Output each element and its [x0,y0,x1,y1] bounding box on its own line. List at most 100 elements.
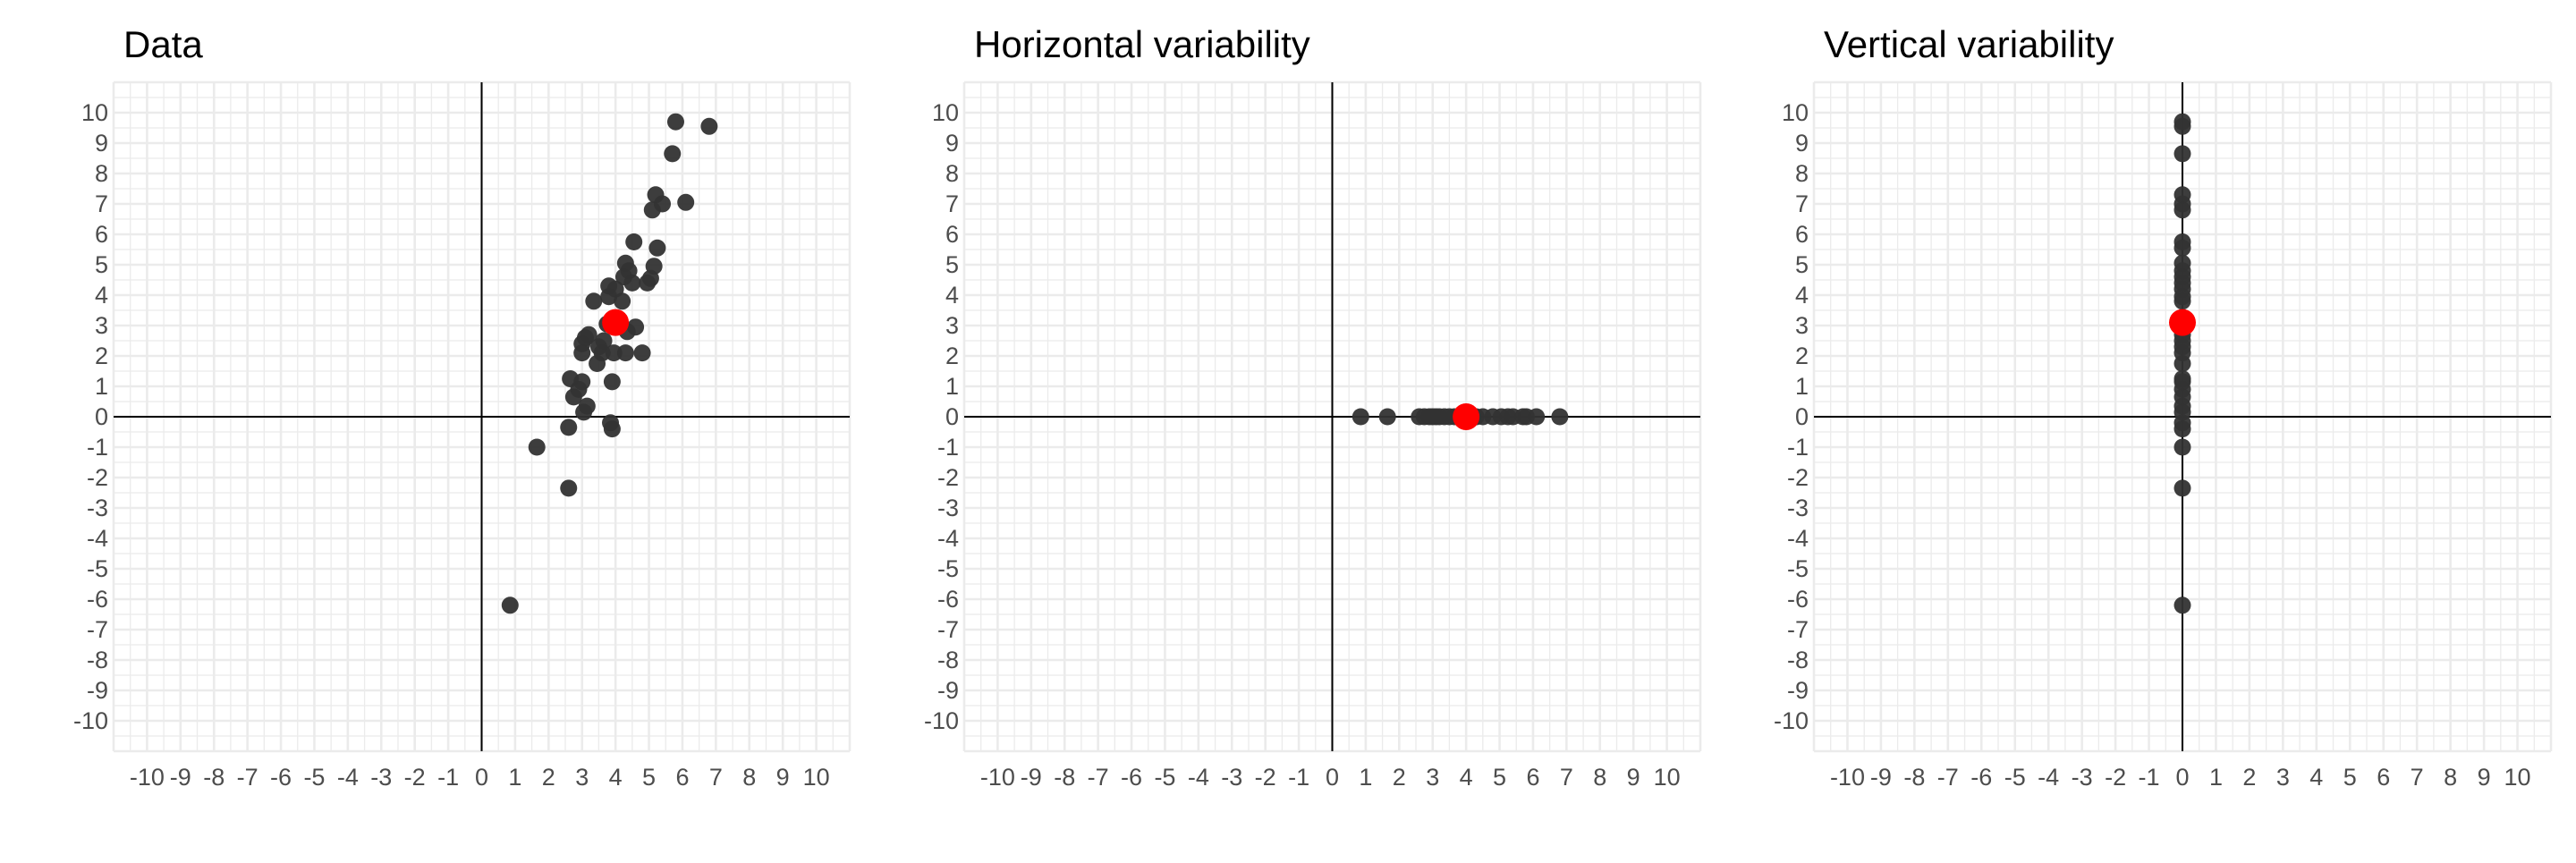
x-tick-label: 5 [1493,764,1506,791]
y-tick-label: -1 [87,434,108,461]
panel-1: -10 -9 -8 -7 -6 -5 -4 -3 -2 -1 0 1 2 3 4 5 6 7 8 9 10-10-9-8… [73,23,852,791]
x-tick-label: -7 [237,764,258,791]
data-point [1352,408,1369,426]
y-tick-label: 4 [95,282,108,309]
x-tick-label: 4 [609,764,623,791]
x-tick-label: -3 [2072,764,2093,791]
y-tick-label: -5 [1787,555,1809,582]
y-tick-label: -8 [937,647,959,673]
x-tick-label: 0 [1326,764,1339,791]
y-tick-label: 7 [95,190,108,217]
y-tick-label: -10 [73,707,108,734]
data-point [1528,408,1546,426]
data-point [605,344,623,362]
data-point [585,292,603,310]
x-tick-label: 1 [508,764,521,791]
data-point [625,233,643,250]
y-tick-label: 5 [1795,251,1809,278]
x-tick-label: 3 [1426,764,1439,791]
data-point [603,373,621,391]
y-tick-label: 9 [95,130,108,157]
y-tick-label: -3 [1787,495,1809,521]
y-tick-label: 1 [95,373,108,400]
data-point [648,239,666,257]
y-tick-label: 8 [945,160,959,187]
y-tick-label: -1 [937,434,959,461]
x-tick-label: 2 [2242,764,2256,791]
data-point [633,344,651,362]
data-point [573,373,591,391]
x-tick-label: -6 [1121,764,1142,791]
y-tick-label: 2 [1795,343,1809,369]
data-point [560,419,578,436]
y-tick-label: -6 [937,586,959,613]
x-tick-label: -6 [1970,764,1992,791]
y-tick-label: 0 [95,403,108,430]
y-tick-label: 8 [95,160,108,187]
data-point [603,420,621,438]
mean-point [2169,309,2196,336]
y-tick-label: -7 [87,616,108,643]
y-tick-label: 0 [1795,403,1809,430]
data-point [528,438,546,456]
chart-title: Data [123,23,203,65]
x-tick-label: -10 [130,764,165,791]
y-tick-label: -9 [87,677,108,704]
x-tick-label: -3 [370,764,392,791]
y-tick-label: 3 [945,312,959,339]
data-point [654,195,672,213]
data-point [677,193,695,211]
x-tick-label: 6 [675,764,689,791]
x-tick-label: 0 [2175,764,2189,791]
y-tick-label: -3 [937,495,959,521]
data-point [2174,113,2191,131]
data-point [2174,479,2191,497]
y-tick-label: 4 [1795,282,1809,309]
data-point [2174,438,2191,456]
data-point [627,318,645,336]
x-tick-label: 10 [803,764,830,791]
x-tick-label: 9 [1627,764,1640,791]
chart-title: Vertical variability [1824,23,2114,65]
x-tick-label: 8 [1593,764,1606,791]
panel-3: -10 -9 -8 -7 -6 -5 -4 -3 -2 -1 0 1 2 3 4 5 6 7 8 9 10-10-9-8… [1774,23,2553,791]
x-tick-label: -4 [1188,764,1209,791]
data-point [2174,254,2191,272]
x-tick-label: 4 [1460,764,1473,791]
x-tick-label: 2 [1393,764,1406,791]
x-tick-label: -3 [1221,764,1242,791]
data-point [645,258,663,275]
data-point [560,479,578,497]
x-tick-label: -5 [2004,764,2026,791]
data-point [578,397,596,415]
y-tick-label: -2 [1787,464,1809,491]
data-point [1551,408,1569,426]
data-point [2174,596,2191,614]
x-tick-label: 9 [2478,764,2491,791]
y-tick-label: 9 [1795,130,1809,157]
data-point [616,344,634,362]
y-tick-label: 1 [1795,373,1809,400]
x-tick-label: 2 [542,764,555,791]
y-tick-label: 5 [945,251,959,278]
y-tick-label: -6 [87,586,108,613]
mean-point [602,309,630,336]
data-point [664,145,682,163]
data-point [614,292,631,310]
y-tick-label: 7 [1795,190,1809,217]
x-tick-label: -9 [1870,764,1892,791]
y-tick-label: 3 [95,312,108,339]
y-tick-label: -2 [937,464,959,491]
y-tick-label: 6 [95,221,108,248]
y-tick-label: -1 [1787,434,1809,461]
x-tick-label: -1 [1288,764,1309,791]
data-point [595,332,613,350]
data-point [2174,145,2191,163]
x-tick-label: 7 [2411,764,2424,791]
x-tick-label: 4 [2309,764,2323,791]
data-point [1378,408,1396,426]
x-tick-label: -1 [437,764,459,791]
y-tick-label: -4 [87,525,108,552]
x-tick-label: -4 [337,764,359,791]
